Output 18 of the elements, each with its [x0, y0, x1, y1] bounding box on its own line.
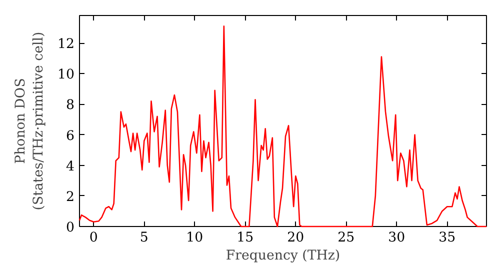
- y-tick-label: 10: [58, 68, 75, 83]
- line-series: [78, 26, 488, 228]
- x-tick-label: 0: [89, 230, 98, 246]
- x-tick-label: 30: [388, 230, 406, 246]
- y-axis-title: Phonon DOS (States/THz·primitive cell): [14, 32, 47, 210]
- x-tick-label: 10: [186, 230, 204, 246]
- y-tick-label: 8: [66, 98, 75, 114]
- x-tick-label: 15: [236, 230, 254, 246]
- y-tick-label: 2: [66, 190, 75, 205]
- y-tick-label: 12: [58, 37, 75, 52]
- x-tick-label: 5: [140, 230, 148, 246]
- y-tick-label: 4: [66, 159, 75, 174]
- x-tick-label: 20: [287, 230, 304, 246]
- x-tick-label: 35: [438, 230, 456, 246]
- x-tick-label: 25: [338, 230, 355, 246]
- x-axis-title: Frequency (THz): [226, 248, 340, 264]
- y-tick-label: 6: [66, 128, 75, 144]
- y-tick-label: 0: [66, 220, 75, 236]
